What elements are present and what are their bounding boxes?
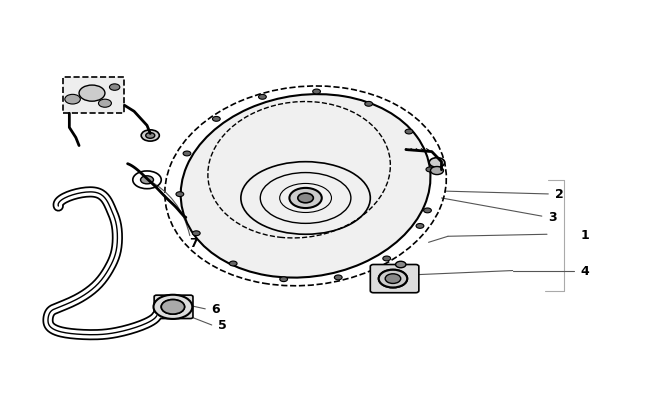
Circle shape xyxy=(146,133,155,139)
Bar xyxy=(63,78,124,114)
Circle shape xyxy=(426,168,434,173)
Circle shape xyxy=(109,85,120,91)
Circle shape xyxy=(430,167,443,175)
FancyBboxPatch shape xyxy=(370,265,419,293)
Circle shape xyxy=(298,194,313,203)
Circle shape xyxy=(424,209,432,213)
Circle shape xyxy=(429,158,445,168)
Circle shape xyxy=(79,86,105,102)
Circle shape xyxy=(313,90,320,95)
Circle shape xyxy=(289,188,322,209)
Text: 2: 2 xyxy=(554,188,564,201)
Circle shape xyxy=(168,304,178,310)
Circle shape xyxy=(383,256,391,261)
Ellipse shape xyxy=(181,95,430,278)
FancyBboxPatch shape xyxy=(154,295,193,319)
Circle shape xyxy=(259,95,266,100)
Circle shape xyxy=(334,275,342,280)
Circle shape xyxy=(405,130,413,134)
Circle shape xyxy=(213,117,220,122)
Circle shape xyxy=(379,270,407,288)
Circle shape xyxy=(141,130,159,142)
Circle shape xyxy=(161,300,185,314)
Circle shape xyxy=(176,192,184,197)
Text: 1: 1 xyxy=(580,228,590,241)
Circle shape xyxy=(396,262,406,268)
Circle shape xyxy=(385,274,400,284)
Circle shape xyxy=(229,261,237,266)
Text: 3: 3 xyxy=(549,210,557,223)
Text: 5: 5 xyxy=(218,319,227,332)
Circle shape xyxy=(183,151,191,156)
Text: 4: 4 xyxy=(580,264,590,277)
Circle shape xyxy=(161,300,185,314)
Circle shape xyxy=(153,295,192,319)
Circle shape xyxy=(140,176,153,184)
Circle shape xyxy=(192,231,200,236)
Circle shape xyxy=(365,102,372,107)
Text: 7: 7 xyxy=(189,236,198,249)
Circle shape xyxy=(416,224,424,229)
Circle shape xyxy=(379,270,407,288)
Circle shape xyxy=(385,274,400,284)
Circle shape xyxy=(65,95,81,105)
Text: 6: 6 xyxy=(212,303,220,315)
Circle shape xyxy=(98,100,111,108)
Circle shape xyxy=(280,277,287,282)
